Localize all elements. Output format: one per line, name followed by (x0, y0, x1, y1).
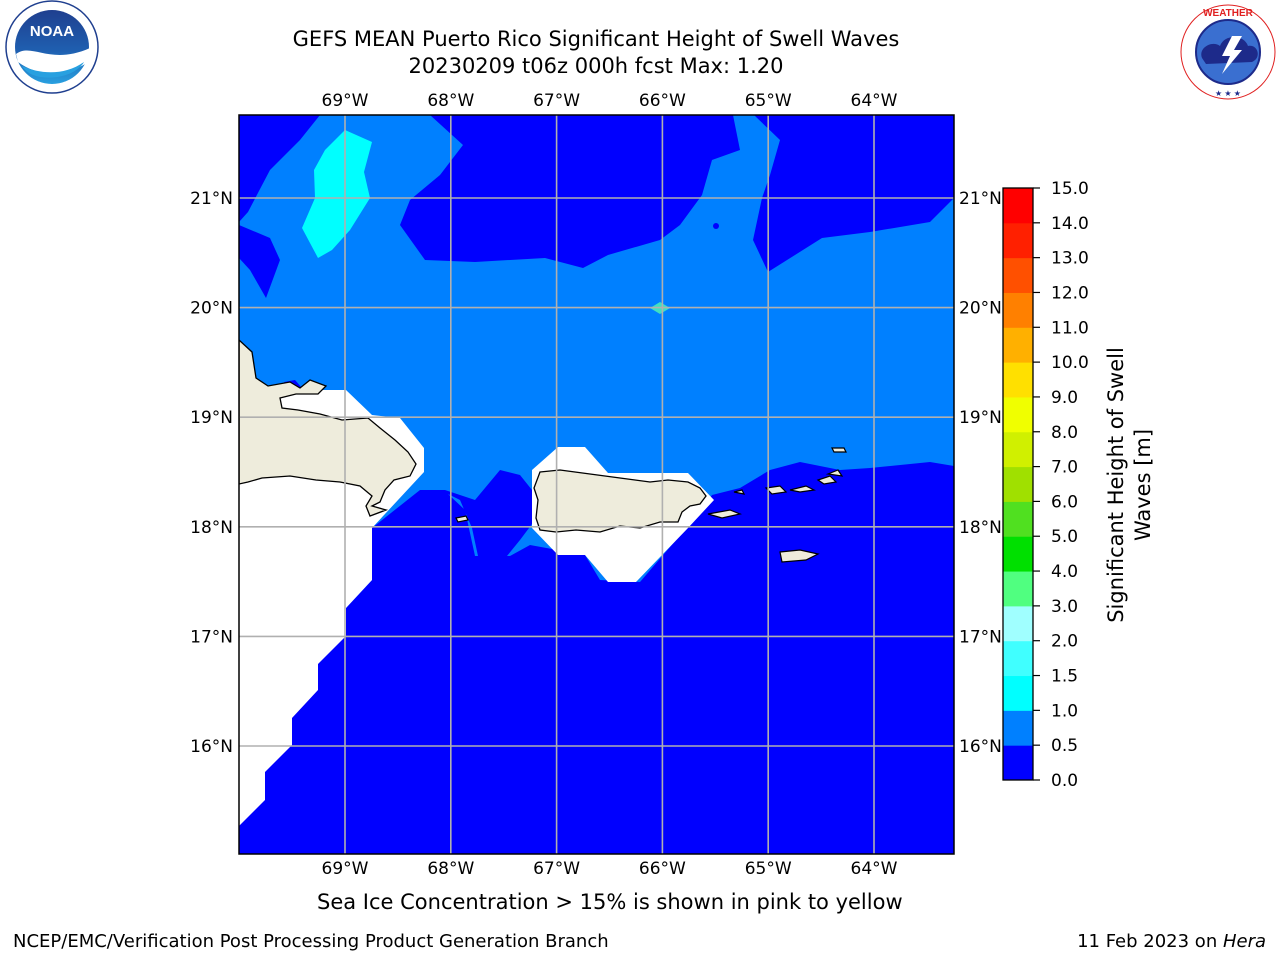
colorbar-bin (1003, 466, 1033, 502)
land-virgin-islands (764, 485, 788, 495)
lat-label-left: 20°N (190, 299, 233, 319)
lat-label-right: 17°N (959, 627, 1002, 647)
lat-label-left: 17°N (190, 627, 233, 647)
colorbar-bin (1003, 605, 1033, 642)
colorbar-bin (1003, 745, 1033, 781)
lon-label-top: 64°W (851, 91, 898, 111)
lat-label-right: 19°N (959, 408, 1002, 428)
colorbar-label-line1: Significant Height of Swell (1104, 347, 1128, 623)
colorbar-tick-label: 3.0 (1051, 597, 1078, 617)
svg-text:★ ★ ★: ★ ★ ★ (1215, 89, 1241, 98)
colorbar (1003, 188, 1033, 781)
lon-label-bottom: 66°W (639, 859, 686, 879)
noaa-logo-text: NOAA (30, 23, 74, 40)
swell-field-northeast-low (753, 115, 954, 272)
colorbar-bin (1003, 536, 1033, 572)
nws-logo: WEATHER ★ ★ ★ (1180, 4, 1276, 100)
svg-text:WEATHER: WEATHER (1203, 8, 1254, 19)
footer-date-text: 11 Feb 2023 on (1077, 931, 1223, 952)
colorbar-tick-label: 2.0 (1051, 632, 1078, 652)
colorbar-bin (1003, 362, 1033, 398)
colorbar-tick-label: 0.0 (1051, 771, 1078, 791)
map-frame (238, 114, 955, 855)
land-hispaniola (239, 339, 417, 517)
land-vieques (707, 509, 743, 519)
colorbar-bin (1003, 675, 1033, 711)
swell-field-west-low (239, 225, 280, 298)
colorbar-bin (1003, 188, 1033, 224)
colorbar-bin (1003, 501, 1033, 537)
colorbar-frame (1002, 187, 1034, 781)
colorbar-bin (1003, 431, 1033, 468)
colorbar-bin (1003, 571, 1033, 607)
colorbar-tick-label: 7.0 (1051, 458, 1078, 478)
lon-label-top: 69°W (322, 91, 369, 111)
footer-date: 11 Feb 2023 on Hera (1077, 931, 1266, 952)
colorbar-tick-label: 4.0 (1051, 562, 1078, 582)
colorbar-bin (1003, 257, 1033, 293)
colorbar-tick-label: 15.0 (1051, 179, 1089, 199)
colorbar-bin (1003, 327, 1033, 363)
colorbar-tick-label: 5.0 (1051, 527, 1078, 547)
colorbar-label-line2: Waves [m] (1131, 429, 1155, 541)
swell-field-1.0-1.5 (302, 130, 372, 258)
lon-label-bottom: 69°W (322, 859, 369, 879)
lon-label-bottom: 67°W (533, 859, 580, 879)
colorbar-bin (1003, 396, 1033, 433)
footer-branch: NCEP/EMC/Verification Post Processing Pr… (13, 931, 609, 952)
footer-machine: Hera (1222, 931, 1266, 952)
colorbar-tick-label: 0.5 (1051, 736, 1078, 756)
lon-label-top: 68°W (427, 91, 474, 111)
lat-label-right: 21°N (959, 189, 1002, 209)
lat-label-left: 21°N (190, 189, 233, 209)
lon-label-bottom: 64°W (851, 859, 898, 879)
chart-title-line1: GEFS MEAN Puerto Rico Significant Height… (292, 27, 900, 51)
chart-title-line2: 20230209 t06z 000h fcst Max: 1.20 (408, 54, 784, 78)
noaa-logo: NOAA (5, 0, 99, 94)
colorbar-tick-label: 13.0 (1051, 249, 1089, 269)
lon-label-bottom: 65°W (745, 859, 792, 879)
colorbar-tick-label: 12.0 (1051, 283, 1089, 303)
lon-label-bottom: 68°W (427, 859, 474, 879)
lat-label-right: 16°N (959, 737, 1002, 757)
colorbar-tick-label: 8.0 (1051, 423, 1078, 443)
colorbar-bin (1003, 222, 1033, 259)
lon-label-top: 66°W (639, 91, 686, 111)
land-st-croix (779, 549, 820, 563)
colorbar-tick-label: 9.0 (1051, 388, 1078, 408)
swell-field-north-low-2 (590, 115, 665, 128)
colorbar-tick-label: 14.0 (1051, 214, 1089, 234)
lon-label-top: 67°W (533, 91, 580, 111)
swell-field-south-low (239, 462, 954, 854)
lat-label-right: 18°N (959, 518, 1002, 538)
lon-label-top: 65°W (745, 91, 792, 111)
swell-field-north-low (346, 115, 740, 268)
sea-ice-note: Sea Ice Concentration > 15% is shown in … (317, 890, 903, 914)
lat-label-left: 19°N (190, 408, 233, 428)
lat-label-left: 16°N (190, 737, 233, 757)
colorbar-tick-label: 6.0 (1051, 492, 1078, 512)
lat-label-right: 20°N (959, 299, 1002, 319)
colorbar-tick-label: 10.0 (1051, 353, 1089, 373)
colorbar-bin (1003, 292, 1033, 328)
colorbar-bin (1003, 640, 1033, 677)
colorbar-tick-label: 1.0 (1051, 701, 1078, 721)
colorbar-tick-label: 11.0 (1051, 318, 1089, 338)
lat-label-left: 18°N (190, 518, 233, 538)
colorbar-bin (1003, 710, 1033, 746)
swell-field-northwest-low (239, 115, 320, 222)
colorbar-tick-label: 1.5 (1051, 667, 1078, 687)
